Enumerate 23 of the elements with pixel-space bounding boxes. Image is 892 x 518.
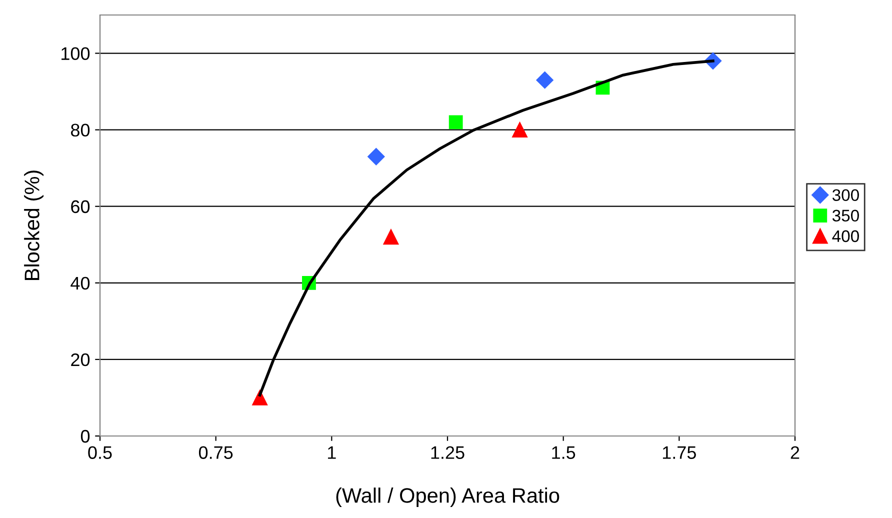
x-tick-label: 1.75 — [662, 446, 696, 459]
x-tick-label: 1 — [328, 446, 336, 459]
y-tick-label: 0 — [80, 430, 90, 443]
point — [368, 148, 385, 166]
point — [448, 115, 463, 130]
y-tick-label: 40 — [70, 276, 90, 290]
legend-label: 400 — [832, 230, 859, 242]
point — [536, 72, 554, 89]
x-tick-label: 1.5 — [552, 446, 576, 459]
x-axis-title: (Wall / Open) Area Ratio — [336, 488, 560, 507]
x-tick-label: 0.75 — [198, 446, 233, 459]
x-tick-label: 2 — [790, 446, 800, 459]
y-axis-title: Blocked (%) — [24, 170, 44, 280]
legend-label: 300 — [832, 189, 859, 202]
point — [383, 229, 399, 245]
legend-label: 350 — [832, 210, 859, 222]
x-tick-label: 0.5 — [88, 446, 112, 459]
y-tick-label: 20 — [71, 353, 90, 366]
y-tick-label: 100 — [62, 47, 90, 60]
y-tick-label: 60 — [71, 200, 90, 214]
x-tick-label: 1.25 — [431, 446, 464, 459]
point — [512, 122, 528, 138]
y-tick-label: 80 — [70, 124, 90, 137]
